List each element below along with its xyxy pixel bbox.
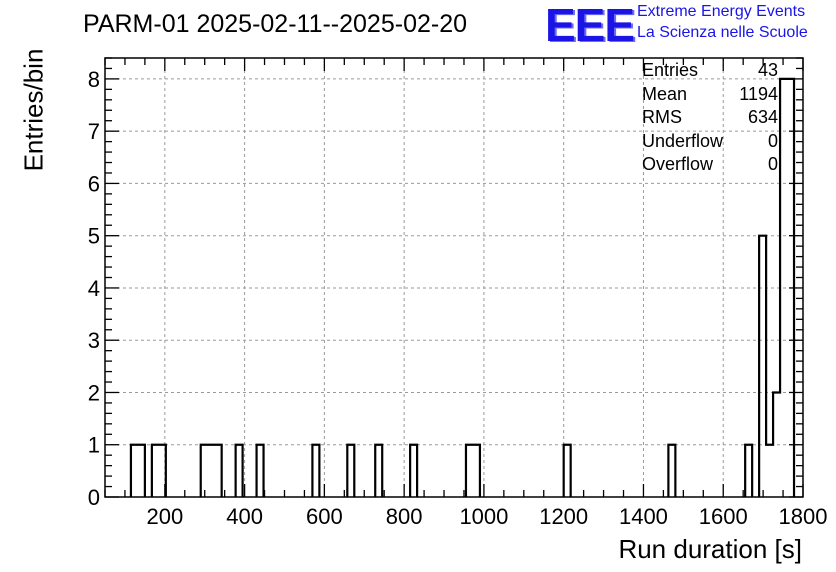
y-tick-label: 3 — [88, 328, 100, 353]
y-tick-label: 0 — [88, 485, 100, 510]
x-tick-label: 600 — [306, 504, 343, 529]
stat-value: 43 — [757, 60, 778, 80]
logo-line-2: La Scienza nelle Scuole — [637, 24, 808, 41]
x-tick-label: 1000 — [459, 504, 508, 529]
x-tick-label: 800 — [386, 504, 423, 529]
y-tick-label: 2 — [88, 380, 100, 405]
x-tick-label: 400 — [226, 504, 263, 529]
grid-lines — [105, 58, 803, 497]
stat-label: Overflow — [642, 154, 714, 174]
stat-label: Mean — [642, 83, 688, 104]
stat-label: Entries — [642, 60, 699, 80]
y-tick-label: 5 — [88, 224, 100, 249]
stat-value: 1194 — [739, 83, 778, 104]
axis-ticks — [104, 57, 804, 498]
x-tick-label: 1200 — [539, 504, 588, 529]
stat-label: RMS — [642, 107, 682, 127]
stat-value: 0 — [767, 154, 778, 174]
y-tick-label: 1 — [88, 433, 100, 458]
eee-logo: EEE — [545, 0, 635, 51]
stat-label: Underflow — [642, 130, 724, 151]
x-tick-label: 200 — [146, 504, 183, 529]
stat-value: 634 — [747, 107, 778, 127]
x-tick-label: 1800 — [779, 504, 828, 529]
x-axis-label: Run duration [s] — [618, 534, 802, 564]
y-tick-label: 8 — [88, 67, 100, 92]
x-tick-label: 1400 — [619, 504, 668, 529]
x-tick-labels: 200 400 600 800 1000 1200 1400 1600 1800 — [146, 504, 827, 529]
stat-value: 0 — [767, 130, 778, 151]
y-tick-label: 7 — [88, 119, 100, 144]
x-tick-label: 1600 — [699, 504, 748, 529]
chart-title: PARM-01 2025-02-11--2025-02-20 — [83, 10, 468, 38]
y-axis-label: Entries/bin — [18, 48, 49, 172]
y-tick-label: 6 — [88, 171, 100, 196]
histogram-outline — [129, 77, 796, 497]
y-tick-labels: 0 1 2 3 4 5 6 7 8 — [88, 67, 100, 510]
y-tick-label: 4 — [88, 276, 100, 301]
logo-line-1: Extreme Energy Events — [637, 3, 806, 20]
